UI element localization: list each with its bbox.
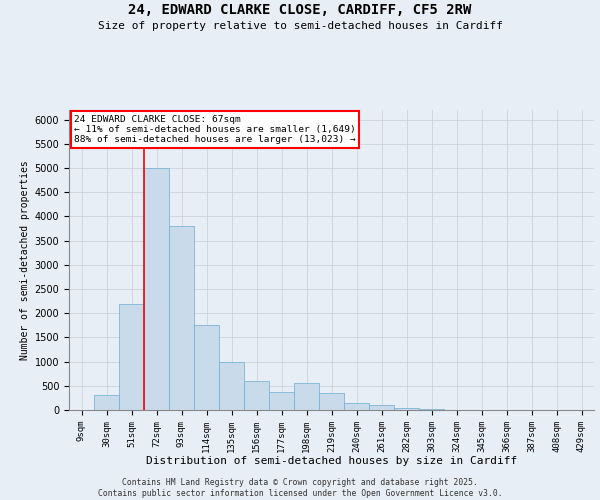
Bar bbox=[244, 381, 269, 410]
Bar bbox=[119, 304, 144, 410]
Bar bbox=[344, 402, 369, 410]
Bar bbox=[169, 226, 194, 410]
Bar bbox=[94, 396, 119, 410]
Y-axis label: Number of semi-detached properties: Number of semi-detached properties bbox=[20, 160, 31, 360]
Bar bbox=[369, 405, 394, 410]
Bar bbox=[294, 384, 319, 410]
Bar bbox=[419, 408, 444, 410]
Bar bbox=[319, 393, 344, 410]
Bar bbox=[144, 168, 169, 410]
X-axis label: Distribution of semi-detached houses by size in Cardiff: Distribution of semi-detached houses by … bbox=[146, 456, 517, 466]
Bar bbox=[219, 362, 244, 410]
Text: Contains HM Land Registry data © Crown copyright and database right 2025.
Contai: Contains HM Land Registry data © Crown c… bbox=[98, 478, 502, 498]
Text: 24, EDWARD CLARKE CLOSE, CARDIFF, CF5 2RW: 24, EDWARD CLARKE CLOSE, CARDIFF, CF5 2R… bbox=[128, 2, 472, 16]
Bar bbox=[394, 408, 419, 410]
Bar bbox=[194, 326, 219, 410]
Text: Size of property relative to semi-detached houses in Cardiff: Size of property relative to semi-detach… bbox=[97, 21, 503, 31]
Bar bbox=[269, 392, 294, 410]
Text: 24 EDWARD CLARKE CLOSE: 67sqm
← 11% of semi-detached houses are smaller (1,649)
: 24 EDWARD CLARKE CLOSE: 67sqm ← 11% of s… bbox=[74, 114, 356, 144]
